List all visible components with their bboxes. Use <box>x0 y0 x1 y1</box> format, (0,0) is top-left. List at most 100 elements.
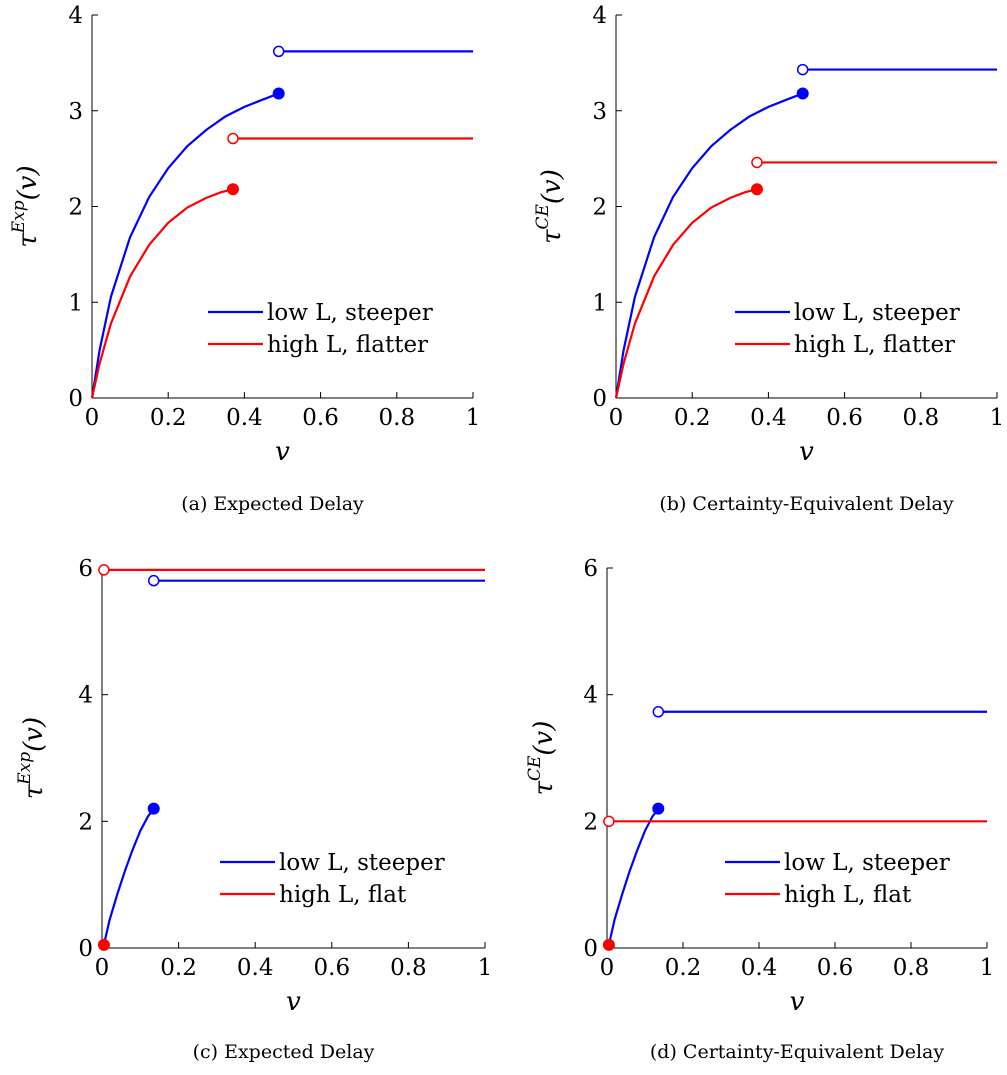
closed-point-marker <box>653 803 664 814</box>
open-point-marker <box>149 576 159 586</box>
y-axis-label-sup: Exp <box>9 200 29 234</box>
x-tick-label: 0.8 <box>379 405 416 431</box>
chart-panel-a: 0 0.2 0.4 0.6 0.8 1 0 1 2 3 4 v τExp(v) low L, steepe… <box>9 3 480 515</box>
legend-label: high L, flat <box>279 882 407 908</box>
x-tick-label: 0 <box>609 405 624 431</box>
series-curve <box>616 189 757 398</box>
y-tick-label: 3 <box>68 99 83 125</box>
series-curve <box>92 189 233 398</box>
closed-point-marker <box>227 184 238 195</box>
x-tick-label: 1 <box>980 955 995 981</box>
x-tick-label: 0.6 <box>826 405 863 431</box>
y-axis-label-sup: CE <box>525 755 545 781</box>
y-axis-label: τExp(v) <box>15 717 49 799</box>
closed-point-marker <box>751 184 762 195</box>
x-axis-label: v <box>275 437 290 467</box>
figure-caption: (d) Certainty-Equivalent Delay <box>650 1041 944 1063</box>
x-axis-label: v <box>286 987 301 1017</box>
chart-panel-b: 0 0.2 0.4 0.6 0.8 1 0 1 2 3 4 v τCE(v) low L, steeper… <box>533 3 1004 515</box>
y-tick-label: 4 <box>583 683 598 709</box>
y-axis-label-base: τ <box>13 233 43 248</box>
x-tick-label: 0.4 <box>237 955 274 981</box>
y-tick-label: 2 <box>592 195 607 221</box>
series-high-l <box>92 134 473 398</box>
y-tick-label: 3 <box>592 99 607 125</box>
x-tick-label: 0 <box>85 405 100 431</box>
y-tick-label: 6 <box>583 556 598 582</box>
figure-caption: (a) Expected Delay <box>181 493 364 515</box>
closed-point-marker <box>273 88 284 99</box>
y-axis-label-arg: (v) <box>19 717 49 752</box>
x-tick-label: 1 <box>466 405 481 431</box>
x-tick-label: 0.2 <box>150 405 187 431</box>
legend-label: low L, steeper <box>279 850 445 876</box>
x-tick-label: 0.4 <box>741 955 778 981</box>
x-tick-label: 1 <box>478 955 493 981</box>
closed-point-marker <box>98 939 109 950</box>
y-tick-label: 2 <box>68 195 83 221</box>
y-axis-label-sup: CE <box>533 204 553 230</box>
open-point-marker <box>274 46 284 56</box>
series-curve <box>616 94 803 399</box>
y-axis-label-base: τ <box>19 784 49 799</box>
x-tick-label: 1 <box>990 405 1005 431</box>
x-tick-label: 0.4 <box>750 405 787 431</box>
legend-label: low L, steeper <box>267 300 433 326</box>
open-point-marker <box>99 565 109 575</box>
open-point-marker <box>752 157 762 167</box>
x-tick-label: 0.6 <box>302 405 339 431</box>
open-point-marker <box>604 816 614 826</box>
y-axis-label-sup: Exp <box>15 752 35 786</box>
x-tick-label: 0.2 <box>160 955 197 981</box>
closed-point-marker <box>148 803 159 814</box>
y-axis-label: τExp(v) <box>9 165 43 247</box>
legend: low L, steeper high L, flatter <box>208 300 433 358</box>
series-curve <box>609 809 658 945</box>
x-tick-label: 0 <box>95 955 110 981</box>
series-high-l <box>616 157 997 398</box>
y-tick-label: 1 <box>592 290 607 316</box>
x-tick-label: 0.4 <box>226 405 263 431</box>
y-tick-label: 0 <box>592 386 607 412</box>
y-tick-label: 2 <box>78 809 93 835</box>
closed-point-marker <box>797 88 808 99</box>
x-tick-label: 0.8 <box>903 405 940 431</box>
y-axis-label-base: τ <box>529 780 559 795</box>
series-low-l <box>609 707 987 945</box>
y-tick-label: 0 <box>583 936 598 962</box>
legend: low L, steeper high L, flatter <box>735 300 960 358</box>
y-axis-label-arg: (v) <box>529 721 559 756</box>
y-tick-label: 0 <box>78 936 93 962</box>
legend: low L, steeper high L, flat <box>725 850 950 908</box>
x-axis-label: v <box>799 437 814 467</box>
y-axis-label: τCE(v) <box>525 721 559 796</box>
y-tick-label: 4 <box>592 3 607 29</box>
open-point-marker <box>653 707 663 717</box>
x-tick-label: 0.6 <box>817 955 854 981</box>
figure-caption: (c) Expected Delay <box>193 1041 375 1063</box>
x-tick-label: 0.2 <box>665 955 702 981</box>
legend-label: high L, flatter <box>267 332 428 358</box>
legend: low L, steeper high L, flat <box>220 850 445 908</box>
closed-point-marker <box>603 939 614 950</box>
legend-label: high L, flatter <box>794 332 955 358</box>
y-tick-label: 2 <box>583 809 598 835</box>
y-axis-label-arg: (v) <box>13 165 43 200</box>
x-axis-label: v <box>790 987 805 1017</box>
chart-panel-d: 0 0.2 0.4 0.6 0.8 1 0 2 4 6 v τCE(v) low L, steeper h… <box>525 556 994 1063</box>
y-axis-label: τCE(v) <box>533 169 567 244</box>
x-tick-label: 0.6 <box>314 955 351 981</box>
y-tick-label: 6 <box>78 556 93 582</box>
legend-label: high L, flat <box>784 882 912 908</box>
y-tick-label: 1 <box>68 290 83 316</box>
y-tick-label: 0 <box>68 386 83 412</box>
y-axis-label-arg: (v) <box>537 169 567 204</box>
open-point-marker <box>228 134 238 144</box>
x-tick-label: 0 <box>600 955 615 981</box>
series-curve <box>104 809 154 945</box>
y-tick-label: 4 <box>78 683 93 709</box>
y-axis-label-base: τ <box>537 229 567 244</box>
x-tick-label: 0.8 <box>893 955 930 981</box>
x-tick-label: 0.2 <box>674 405 711 431</box>
